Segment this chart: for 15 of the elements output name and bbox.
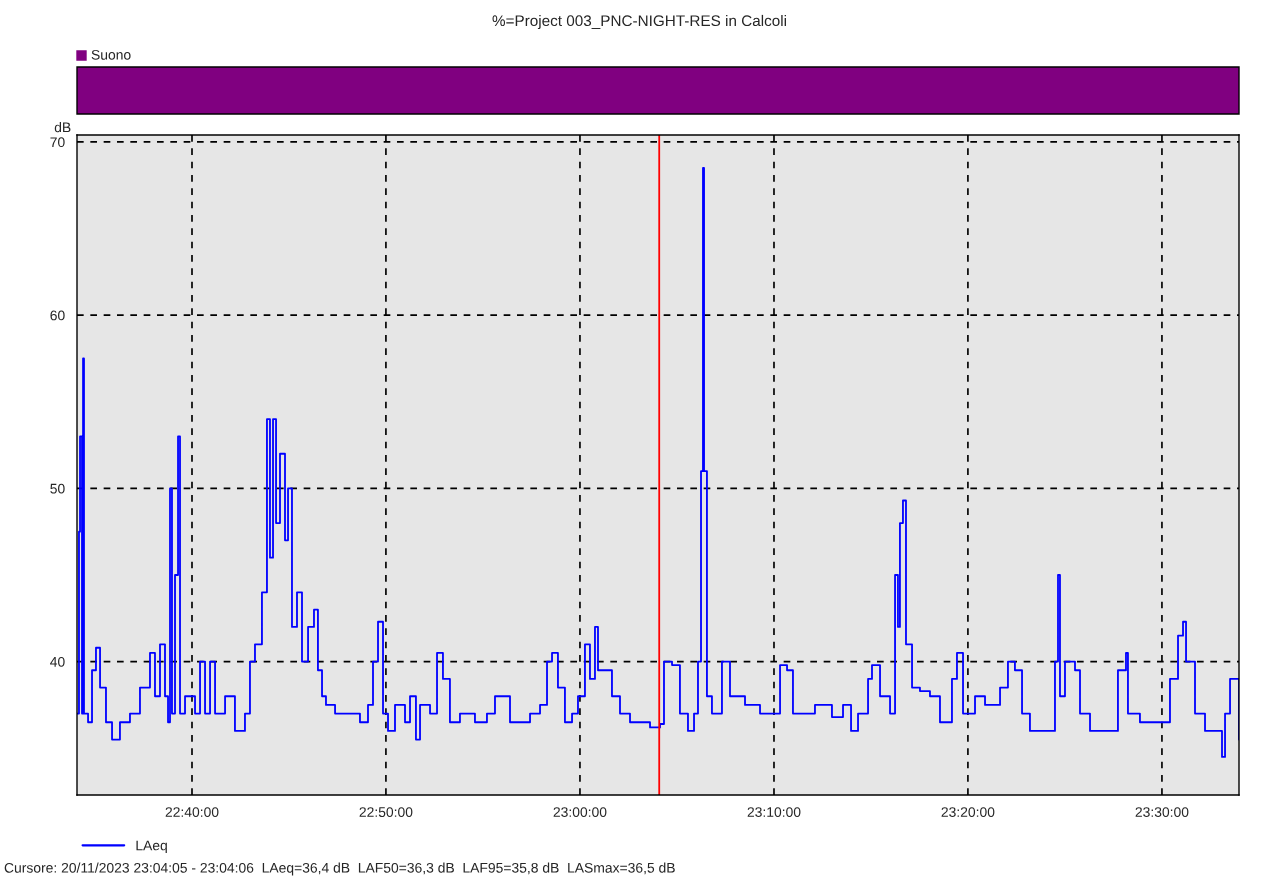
x-tick-label: 22:40:00 — [165, 807, 219, 818]
text: Cursore: 20/11/2023 23:04:05 - 23:04:06 LAeq=36,4 dB LAF50=36,3 dB LAF95=35,8 dB LASmax=36,5 dB — [4, 862, 675, 876]
x-tick-label: 22:50:00 — [359, 807, 413, 818]
text: Suono — [91, 49, 131, 60]
y-tick-label: 40 — [50, 656, 65, 667]
chart-title: %=Project 003_PNC-NIGHT-RES in Calcoli — [492, 14, 786, 30]
y-axis-title: dB — [54, 122, 71, 133]
y-tick-label: 60 — [50, 310, 65, 321]
x-tick-label: 23:30:00 — [1135, 807, 1189, 818]
x-tick-label: 23:20:00 — [941, 807, 995, 818]
y-tick-label: 70 — [50, 137, 65, 148]
x-tick-label: 23:00:00 — [553, 807, 607, 818]
x-tick-label: 23:10:00 — [747, 807, 801, 818]
legend-label: LAeq — [136, 840, 167, 854]
y-tick-label: 50 — [50, 483, 65, 494]
